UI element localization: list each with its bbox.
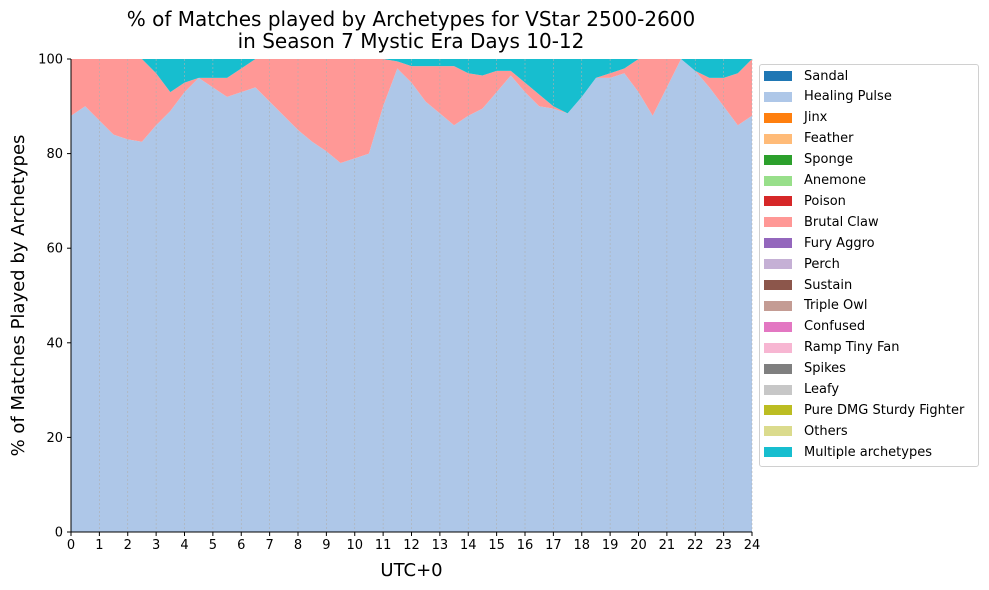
- legend-item-confused: Confused: [764, 317, 865, 337]
- legend-swatch: [764, 321, 792, 332]
- legend-label: Leafy: [804, 382, 840, 397]
- legend-item-triple-owl: Triple Owl: [764, 296, 867, 316]
- legend-item-sandal: Sandal: [764, 66, 848, 86]
- legend-label: Sustain: [804, 277, 853, 293]
- legend-item-ramp-tiny-fan: Ramp Tiny Fan: [764, 338, 899, 358]
- x-tick-label-5: 5: [209, 538, 217, 553]
- legend-label: Feather: [804, 131, 854, 147]
- legend-swatch: [764, 384, 792, 395]
- x-tick-label-16: 16: [517, 538, 534, 553]
- legend-item-anemone: Anemone: [764, 171, 866, 191]
- legend-swatch: [764, 363, 792, 374]
- legend-item-pure-dmg-sturdy-fighter: Pure DMG Sturdy Fighter: [764, 400, 964, 420]
- legend-label: Pure DMG Sturdy Fighter: [804, 402, 965, 418]
- x-tick-label-0: 0: [67, 538, 75, 553]
- legend-item-sponge: Sponge: [764, 150, 853, 170]
- chart-title-line-2: in Season 7 Mystic Era Days 10-12: [237, 29, 585, 53]
- legend-item-sustain: Sustain: [764, 275, 852, 295]
- x-tick-label-8: 8: [294, 538, 302, 553]
- legend-swatch: [764, 175, 792, 186]
- chart-title-line-1: % of Matches played by Archetypes for VS…: [126, 7, 696, 31]
- y-tick-label-60: 60: [46, 242, 63, 257]
- y-tick-label-0: 0: [55, 526, 63, 541]
- legend-swatch: [764, 405, 792, 416]
- y-tick-label-100: 100: [38, 53, 63, 68]
- x-tick-label-4: 4: [180, 538, 188, 553]
- x-tick-label-19: 19: [602, 538, 619, 553]
- x-tick-label-13: 13: [432, 538, 449, 553]
- x-tick-label-10: 10: [346, 538, 363, 553]
- x-tick-label-1: 1: [95, 538, 103, 553]
- legend-swatch: [764, 91, 792, 102]
- x-tick-label-21: 21: [659, 538, 676, 553]
- x-tick-label-23: 23: [715, 538, 732, 553]
- legend-swatch: [764, 300, 792, 311]
- y-tick-label-20: 20: [46, 431, 63, 446]
- x-tick-label-11: 11: [375, 538, 392, 553]
- legend-label: Jinx: [804, 110, 828, 126]
- x-tick-label-3: 3: [152, 538, 160, 553]
- legend-swatch: [764, 259, 792, 270]
- legend-label: Others: [804, 423, 848, 439]
- legend-item-brutal-claw: Brutal Claw: [764, 212, 879, 232]
- legend-swatch: [764, 133, 792, 144]
- legend-swatch: [764, 280, 792, 290]
- chart-legend: Sandal Healing Pulse Jinx Feather Sponge Anem…: [759, 64, 979, 467]
- x-tick-label-14: 14: [460, 538, 477, 553]
- legend-label: Poison: [804, 193, 846, 209]
- legend-swatch: [764, 71, 792, 81]
- area-series-brutal-claw: [71, 59, 752, 164]
- legend-label: Fury Aggro: [804, 235, 875, 251]
- legend-label: Sandal: [804, 68, 849, 84]
- legend-item-feather: Feather: [764, 129, 853, 149]
- legend-swatch: [764, 217, 792, 228]
- x-tick-label-20: 20: [630, 538, 647, 553]
- legend-swatch: [764, 238, 792, 249]
- legend-item-others: Others: [764, 421, 848, 441]
- legend-label: Anemone: [804, 173, 866, 188]
- legend-label: Ramp Tiny Fan: [804, 340, 900, 356]
- legend-label: Spikes: [804, 361, 846, 377]
- legend-swatch: [764, 154, 792, 165]
- legend-label: Healing Pulse: [804, 89, 892, 105]
- legend-swatch: [764, 426, 792, 437]
- legend-item-spikes: Spikes: [764, 359, 846, 379]
- legend-item-perch: Perch: [764, 254, 840, 274]
- x-tick-label-6: 6: [237, 538, 245, 553]
- y-tick-label-40: 40: [46, 336, 63, 351]
- legend-label: Perch: [804, 256, 840, 272]
- x-tick-label-22: 22: [687, 538, 704, 553]
- x-tick-label-7: 7: [265, 538, 273, 553]
- x-tick-label-9: 9: [322, 538, 330, 553]
- x-tick-label-24: 24: [744, 538, 761, 553]
- legend-label: Triple Owl: [804, 298, 868, 314]
- legend-label: Confused: [804, 319, 866, 335]
- legend-swatch: [764, 196, 792, 207]
- x-tick-label-15: 15: [488, 538, 505, 553]
- legend-item-jinx: Jinx: [764, 108, 827, 128]
- legend-swatch: [764, 447, 792, 458]
- legend-swatch: [764, 112, 792, 123]
- legend-item-healing-pulse: Healing Pulse: [764, 87, 892, 107]
- legend-label: Brutal Claw: [804, 214, 879, 230]
- x-tick-label-18: 18: [573, 538, 590, 553]
- x-tick-label-2: 2: [124, 538, 132, 553]
- legend-item-leafy: Leafy: [764, 380, 839, 400]
- x-axis-label: UTC+0: [380, 560, 442, 581]
- legend-item-fury-aggro: Fury Aggro: [764, 233, 875, 253]
- y-tick-label-80: 80: [46, 147, 63, 162]
- legend-swatch: [764, 342, 792, 353]
- y-axis-label: % of Matches Played by Archetypes: [8, 135, 29, 457]
- legend-label: Multiple archetypes: [804, 444, 932, 460]
- legend-item-poison: Poison: [764, 191, 846, 211]
- legend-label: Sponge: [804, 152, 853, 168]
- x-tick-label-12: 12: [403, 538, 420, 553]
- legend-item-multiple-archetypes: Multiple archetypes: [764, 442, 932, 462]
- x-tick-label-17: 17: [545, 538, 562, 553]
